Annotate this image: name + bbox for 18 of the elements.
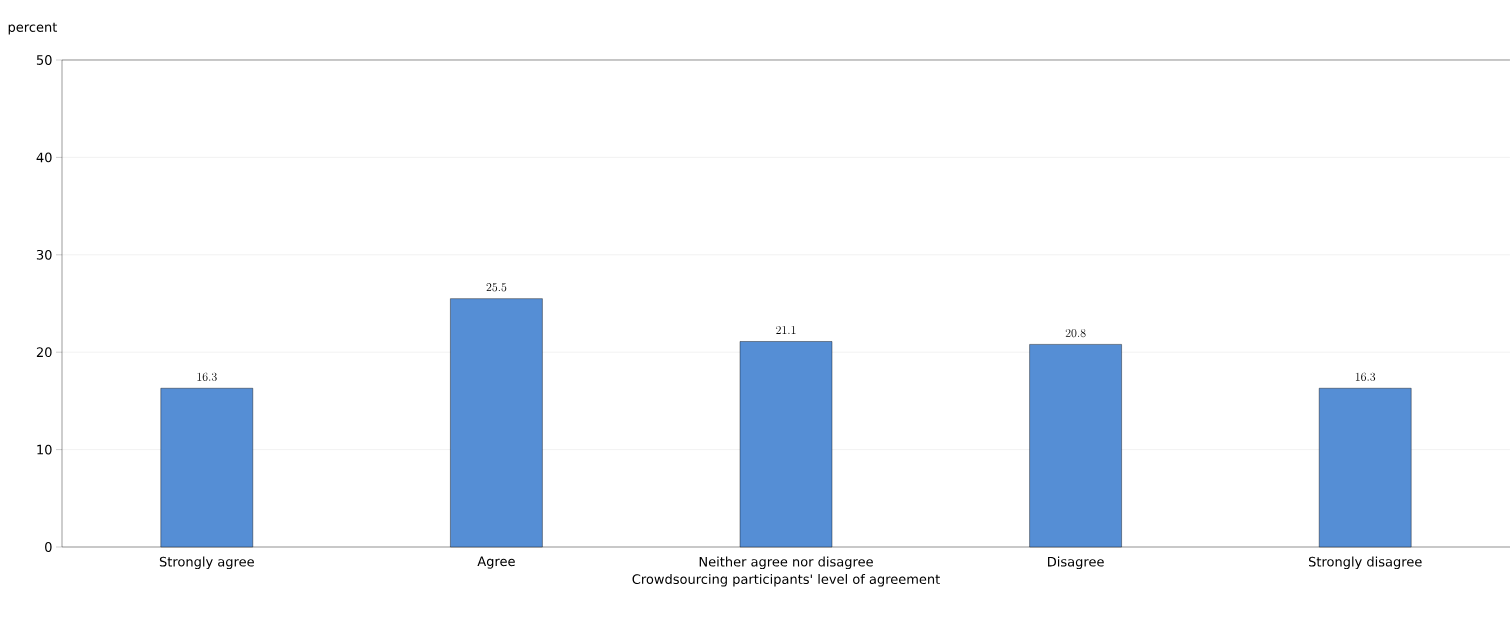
y-tick-label: 10 bbox=[37, 444, 52, 455]
y-axis-title: percent bbox=[8, 22, 58, 35]
x-tick-label: Disagree bbox=[1048, 556, 1104, 570]
x-tick-label: Strongly agree bbox=[159, 556, 254, 570]
y-tick-label: 30 bbox=[36, 249, 52, 260]
y-tick-label: 50 bbox=[36, 55, 52, 65]
x-tick-label: Strongly disagree bbox=[1308, 556, 1422, 570]
y-tick-label: 40 bbox=[36, 152, 52, 163]
data-label: 21 . 1 bbox=[776, 325, 796, 334]
y-tick-label: 0 bbox=[45, 542, 52, 552]
data-label: 16.3 bbox=[197, 372, 217, 381]
x-tick-label: Neither agree nor disagree bbox=[699, 556, 873, 570]
data-label: 20.8 bbox=[1065, 328, 1086, 338]
x-axis-title: Crowdsourcing participants' level of agreement bbox=[632, 573, 940, 587]
data-label: 16.3 bbox=[1355, 372, 1376, 381]
y-tick-label: 20 bbox=[36, 347, 52, 358]
x-tick-label: Agree bbox=[477, 556, 515, 569]
data-label: 25.5 bbox=[486, 283, 507, 292]
